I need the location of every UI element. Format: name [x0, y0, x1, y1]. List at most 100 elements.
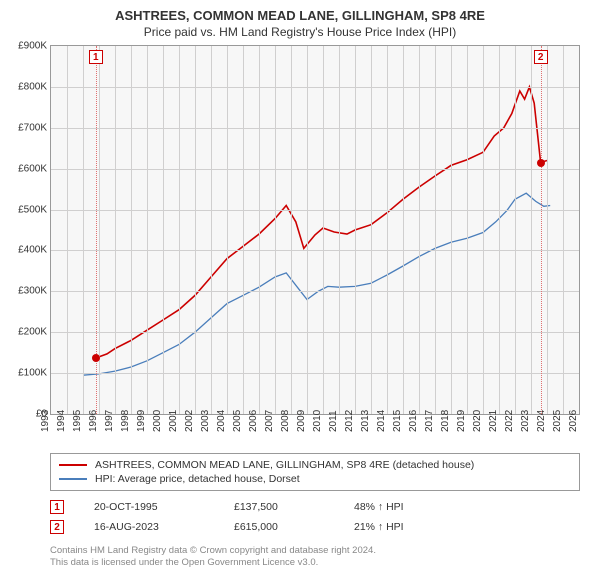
- gridline-v: [499, 46, 500, 414]
- gridline-v: [163, 46, 164, 414]
- transaction-delta: 21% ↑ HPI: [354, 521, 404, 533]
- gridline-v: [371, 46, 372, 414]
- gridline-v: [451, 46, 452, 414]
- x-axis-label: 1999: [136, 410, 147, 432]
- chart-container: ASHTREES, COMMON MEAD LANE, GILLINGHAM, …: [0, 0, 600, 560]
- gridline-v: [531, 46, 532, 414]
- x-axis-label: 1993: [40, 410, 51, 432]
- gridline-v: [435, 46, 436, 414]
- x-axis-label: 2021: [488, 410, 499, 432]
- legend-item: ASHTREES, COMMON MEAD LANE, GILLINGHAM, …: [59, 458, 571, 472]
- gridline-v: [211, 46, 212, 414]
- legend-swatch: [59, 464, 87, 466]
- gridline-v: [467, 46, 468, 414]
- gridline-v: [83, 46, 84, 414]
- y-axis-label: £400K: [18, 245, 47, 256]
- gridline-v: [563, 46, 564, 414]
- legend-item: HPI: Average price, detached house, Dors…: [59, 472, 571, 486]
- x-axis-label: 2017: [424, 410, 435, 432]
- x-axis-label: 2005: [232, 410, 243, 432]
- marker-dot: [537, 159, 545, 167]
- x-axis-label: 2023: [520, 410, 531, 432]
- gridline-v: [67, 46, 68, 414]
- x-axis-label: 2002: [184, 410, 195, 432]
- gridline-v: [323, 46, 324, 414]
- marker-badge: 1: [89, 50, 103, 64]
- x-axis-label: 2003: [200, 410, 211, 432]
- x-axis-label: 2018: [440, 410, 451, 432]
- transaction-price: £137,500: [234, 501, 324, 513]
- x-axis-label: 2020: [472, 410, 483, 432]
- gridline-v: [115, 46, 116, 414]
- x-axis-label: 2004: [216, 410, 227, 432]
- marker-dot: [92, 354, 100, 362]
- series-line: [83, 193, 550, 375]
- chart-title: ASHTREES, COMMON MEAD LANE, GILLINGHAM, …: [0, 0, 600, 23]
- transaction-price: £615,000: [234, 521, 324, 533]
- transaction-delta: 48% ↑ HPI: [354, 501, 404, 513]
- x-axis-label: 1997: [104, 410, 115, 432]
- gridline-v: [147, 46, 148, 414]
- x-axis-label: 2014: [376, 410, 387, 432]
- gridline-v: [195, 46, 196, 414]
- legend-label: ASHTREES, COMMON MEAD LANE, GILLINGHAM, …: [95, 459, 474, 471]
- x-axis-label: 2015: [392, 410, 403, 432]
- gridline-v: [275, 46, 276, 414]
- gridline-v: [243, 46, 244, 414]
- gridline-v: [131, 46, 132, 414]
- x-axis-label: 2019: [456, 410, 467, 432]
- chart-subtitle: Price paid vs. HM Land Registry's House …: [0, 23, 600, 45]
- y-axis-label: £200K: [18, 327, 47, 338]
- x-axis-label: 2011: [328, 410, 339, 432]
- transaction-row: 2 16-AUG-2023 £615,000 21% ↑ HPI: [50, 517, 580, 537]
- x-axis-label: 2009: [296, 410, 307, 432]
- x-axis-label: 2022: [504, 410, 515, 432]
- x-axis-label: 1996: [88, 410, 99, 432]
- y-axis-label: £300K: [18, 286, 47, 297]
- y-axis-label: £100K: [18, 368, 47, 379]
- x-axis-label: 1994: [56, 410, 67, 432]
- legend-label: HPI: Average price, detached house, Dors…: [95, 473, 300, 485]
- gridline-v: [547, 46, 548, 414]
- transaction-date: 20-OCT-1995: [94, 501, 204, 513]
- gridline-v: [483, 46, 484, 414]
- x-axis-label: 2001: [168, 410, 179, 432]
- x-axis-label: 2012: [344, 410, 355, 432]
- y-axis-label: £700K: [18, 122, 47, 133]
- chart-footer: Contains HM Land Registry data © Crown c…: [50, 545, 580, 570]
- y-axis-label: £900K: [18, 41, 47, 52]
- transaction-date: 16-AUG-2023: [94, 521, 204, 533]
- marker-badge: 2: [534, 50, 548, 64]
- gridline-v: [339, 46, 340, 414]
- gridline-v: [291, 46, 292, 414]
- marker-line: [541, 46, 542, 414]
- gridline-v: [403, 46, 404, 414]
- gridline-v: [307, 46, 308, 414]
- x-axis-label: 2007: [264, 410, 275, 432]
- chart-plot-area: £0£100K£200K£300K£400K£500K£600K£700K£80…: [50, 45, 580, 415]
- transaction-badge: 2: [50, 520, 64, 534]
- x-axis-label: 2013: [360, 410, 371, 432]
- y-axis-label: £500K: [18, 204, 47, 215]
- transaction-badge: 1: [50, 500, 64, 514]
- gridline-v: [387, 46, 388, 414]
- x-axis-label: 2006: [248, 410, 259, 432]
- x-axis-label: 1998: [120, 410, 131, 432]
- chart-legend: ASHTREES, COMMON MEAD LANE, GILLINGHAM, …: [50, 453, 580, 491]
- x-axis-label: 2026: [568, 410, 579, 432]
- transaction-row: 1 20-OCT-1995 £137,500 48% ↑ HPI: [50, 497, 580, 517]
- gridline-v: [419, 46, 420, 414]
- y-axis-label: £600K: [18, 163, 47, 174]
- transactions-table: 1 20-OCT-1995 £137,500 48% ↑ HPI 2 16-AUG-202…: [50, 497, 580, 537]
- gridline-v: [179, 46, 180, 414]
- x-axis-label: 2025: [552, 410, 563, 432]
- x-axis-label: 2010: [312, 410, 323, 432]
- legend-swatch: [59, 478, 87, 480]
- gridline-v: [227, 46, 228, 414]
- gridline-v: [355, 46, 356, 414]
- x-axis-label: 2000: [152, 410, 163, 432]
- gridline-v: [259, 46, 260, 414]
- gridline-v: [515, 46, 516, 414]
- y-axis-label: £800K: [18, 81, 47, 92]
- footer-line-1: Contains HM Land Registry data © Crown c…: [50, 545, 580, 557]
